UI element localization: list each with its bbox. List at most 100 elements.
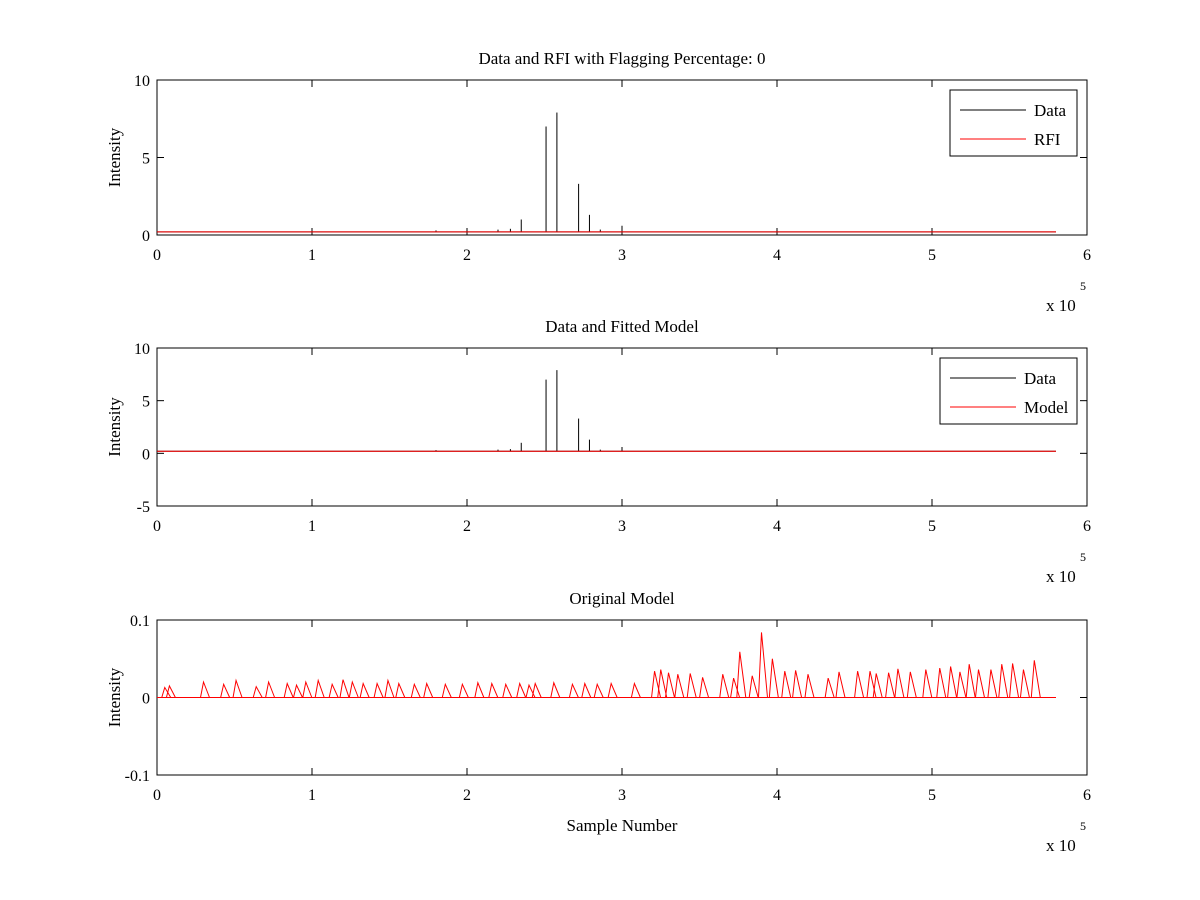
x-multiplier-power: 5	[1080, 819, 1086, 833]
x-tick-label: 4	[773, 787, 781, 804]
y-axis-label: Intensity	[105, 127, 124, 187]
model-peak	[516, 681, 527, 698]
y-tick-label: -5	[137, 499, 150, 516]
legend-label: Model	[1024, 398, 1069, 417]
x-tick-label: 4	[773, 247, 781, 264]
x-tick-label: 2	[463, 787, 471, 804]
model-peak	[792, 670, 803, 698]
legend: Data RFI	[949, 89, 1078, 157]
model-peak	[781, 671, 792, 698]
y-tick-label: 0.1	[130, 613, 150, 630]
x-multiplier-label: x 10	[1046, 836, 1076, 855]
model-peak	[220, 682, 231, 698]
model-peak	[1019, 669, 1030, 698]
x-tick-label: 3	[618, 247, 626, 264]
model-peak	[265, 680, 276, 698]
model-peak	[293, 683, 303, 698]
chart-panel-3: Original Model Intensity Sample Number 0 1 2 3…	[105, 589, 1091, 855]
chart-title: Original Model	[569, 589, 675, 608]
x-tick-label: 5	[928, 787, 936, 804]
model-peak	[657, 669, 668, 698]
model-peak	[161, 686, 172, 698]
model-peak	[410, 682, 421, 698]
x-tick-label: 6	[1083, 247, 1091, 264]
model-peak	[339, 679, 350, 698]
x-tick-label: 5	[928, 518, 936, 535]
y-tick-label: 10	[134, 73, 150, 90]
x-multiplier-power: 5	[1080, 550, 1086, 564]
model-peak	[458, 682, 469, 698]
y-axis-label: Intensity	[105, 667, 124, 727]
axes-box	[156, 347, 1088, 507]
y-tick-label: 5	[142, 151, 150, 168]
model-peak	[550, 681, 561, 698]
chart-panel-1: Data and RFI with Flagging Percentage: 0…	[105, 49, 1091, 315]
model-peak	[581, 681, 592, 698]
chart-title: Data and Fitted Model	[545, 317, 699, 336]
model-peak	[1009, 663, 1020, 698]
model-peak	[232, 678, 243, 698]
x-tick-label: 2	[463, 518, 471, 535]
model-peak	[1030, 660, 1041, 698]
x-multiplier-label: x 10	[1046, 296, 1076, 315]
model-peak	[758, 632, 768, 698]
y-tick-label: 0	[142, 691, 150, 708]
model-peak	[824, 677, 835, 698]
x-tick-label: 3	[618, 518, 626, 535]
model-peak	[872, 673, 883, 698]
model-peak	[947, 666, 958, 698]
model-peak	[488, 681, 499, 698]
model-peak	[674, 674, 685, 698]
model-peak	[531, 681, 542, 698]
y-tick-label: 0	[142, 228, 150, 245]
model-peak	[568, 682, 579, 698]
model-peak	[894, 668, 905, 698]
x-multiplier-label: x 10	[1046, 567, 1076, 586]
model-peak	[328, 682, 339, 698]
model-peak	[885, 672, 896, 698]
model-peak	[474, 681, 485, 698]
y-tick-label: 0	[142, 446, 150, 463]
x-tick-label: 5	[928, 247, 936, 264]
x-tick-label: 6	[1083, 518, 1091, 535]
chart-title: Data and RFI with Flagging Percentage: 0	[478, 49, 765, 68]
model-peak	[302, 680, 313, 698]
model-peak	[965, 664, 976, 698]
model-peak	[607, 681, 618, 698]
model-peak	[502, 682, 513, 698]
x-tick-label: 1	[308, 518, 316, 535]
chart-panels: Data and RFI with Flagging Percentage: 0…	[105, 49, 1091, 855]
y-tick-label: 10	[134, 341, 150, 358]
model-peak	[804, 674, 815, 698]
legend: Data Model	[939, 357, 1078, 425]
model-peak	[395, 681, 406, 698]
x-tick-label: 2	[463, 247, 471, 264]
legend-label: Data	[1034, 101, 1067, 120]
model-peak	[719, 674, 730, 698]
model-peak	[252, 685, 263, 698]
model-peak	[665, 672, 675, 698]
legend-label: Data	[1024, 369, 1057, 388]
model-peak	[768, 658, 779, 698]
model-peak	[835, 671, 846, 698]
x-tick-label: 1	[308, 247, 316, 264]
legend-box	[939, 357, 1078, 425]
model-peak	[906, 671, 917, 698]
model-peak	[165, 684, 176, 698]
model-peak	[854, 671, 865, 698]
model-peak	[975, 669, 985, 698]
model-peak	[699, 677, 710, 698]
model-peak	[593, 682, 604, 698]
model-peak	[314, 678, 325, 698]
model-peak	[987, 669, 998, 698]
model-peak	[998, 664, 1009, 698]
x-tick-label: 6	[1083, 787, 1091, 804]
y-axis-label: Intensity	[105, 397, 124, 457]
model-peak	[200, 680, 210, 698]
legend-box	[949, 89, 1078, 157]
x-tick-label: 1	[308, 787, 316, 804]
model-peak	[384, 678, 395, 698]
x-tick-label: 4	[773, 518, 781, 535]
model-peak	[348, 680, 359, 698]
model-peak	[936, 667, 947, 698]
